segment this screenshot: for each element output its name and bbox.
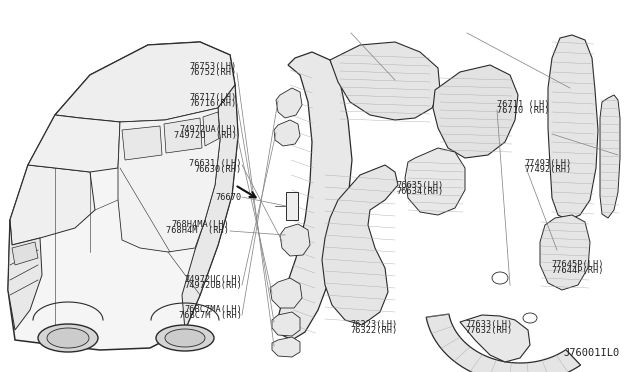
Polygon shape [276,88,302,118]
Text: 76BC7M  (RH): 76BC7M (RH) [179,311,242,320]
Polygon shape [272,337,300,357]
Polygon shape [8,220,42,330]
Text: 77645P(LH): 77645P(LH) [552,260,604,269]
Ellipse shape [165,329,205,347]
Text: 74972UB(RH): 74972UB(RH) [184,281,242,290]
Text: 76634(RH): 76634(RH) [397,187,444,196]
Text: 76710 (RH): 76710 (RH) [497,106,549,115]
Polygon shape [330,42,440,120]
Ellipse shape [492,272,508,284]
Polygon shape [274,120,300,146]
Polygon shape [600,95,620,218]
Polygon shape [10,165,95,245]
Text: 74972U  (RH): 74972U (RH) [174,131,237,140]
Polygon shape [12,242,38,265]
Polygon shape [203,112,220,146]
Text: 77493(LH): 77493(LH) [525,159,572,168]
Ellipse shape [156,325,214,351]
Polygon shape [55,42,235,122]
Text: 76323(LH): 76323(LH) [351,320,398,329]
Text: 77644P(RH): 77644P(RH) [552,266,604,275]
Ellipse shape [523,313,537,323]
Text: 76716(RH): 76716(RH) [189,99,237,108]
Text: 768H4MA(LH): 768H4MA(LH) [172,220,229,229]
Text: 76752(RH): 76752(RH) [189,68,237,77]
Polygon shape [122,126,162,160]
Polygon shape [8,42,238,350]
Text: 76753(LH): 76753(LH) [189,62,237,71]
Text: 76711 (LH): 76711 (LH) [497,100,549,109]
Polygon shape [182,85,238,330]
Text: 76635(LH): 76635(LH) [397,181,444,190]
Bar [286,192,298,220]
Text: 768H4M  (RH): 768H4M (RH) [166,226,229,235]
Polygon shape [548,35,598,220]
Text: 76322(RH): 76322(RH) [351,326,398,335]
Text: 76631 (LH): 76631 (LH) [189,159,242,168]
Ellipse shape [38,324,98,352]
Polygon shape [272,312,300,336]
Polygon shape [405,148,465,215]
Text: J76001IL0: J76001IL0 [564,348,620,358]
Polygon shape [433,65,518,158]
Polygon shape [460,315,530,362]
Polygon shape [270,278,302,308]
Text: 76717(LH): 76717(LH) [189,93,237,102]
Ellipse shape [47,328,89,348]
Polygon shape [540,215,590,290]
Polygon shape [278,52,352,340]
Text: 77492(RH): 77492(RH) [525,165,572,174]
Polygon shape [322,165,398,325]
Text: 77632(RH): 77632(RH) [466,326,513,335]
Text: 76670: 76670 [216,193,242,202]
Polygon shape [28,115,120,172]
Polygon shape [280,224,310,256]
Text: 74972UC(LH): 74972UC(LH) [184,275,242,284]
Text: 74972UA(LH): 74972UA(LH) [179,125,237,134]
Text: 76630(RH): 76630(RH) [195,165,242,174]
Polygon shape [118,108,220,252]
Text: 77633(LH): 77633(LH) [466,320,513,329]
Polygon shape [426,314,580,372]
Text: 76BC7MA(LH): 76BC7MA(LH) [184,305,242,314]
Polygon shape [164,118,202,153]
